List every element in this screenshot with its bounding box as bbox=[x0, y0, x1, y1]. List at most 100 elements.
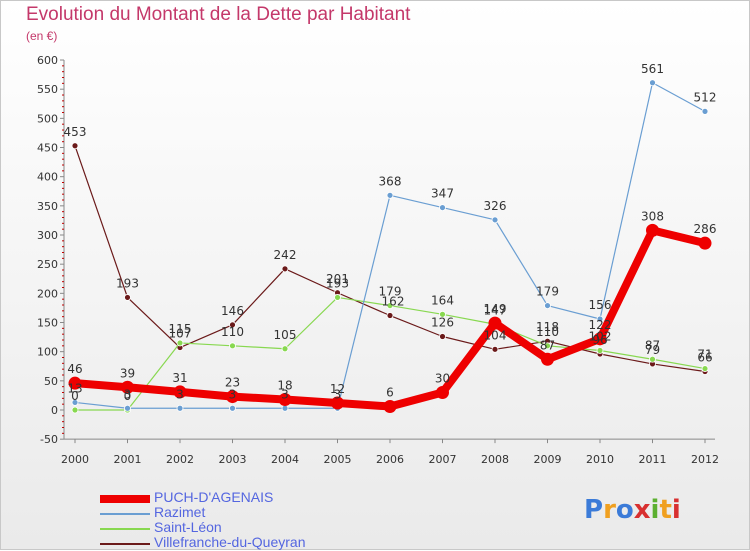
data-label: 96 bbox=[592, 333, 607, 347]
data-label: 105 bbox=[274, 328, 297, 342]
data-label: 164 bbox=[431, 293, 454, 307]
data-label: 156 bbox=[589, 298, 612, 312]
data-label: 3 bbox=[176, 387, 184, 401]
data-label: 3 bbox=[124, 387, 132, 401]
data-point bbox=[436, 386, 449, 400]
data-label: 0 bbox=[124, 389, 132, 403]
x-tick-label: 2004 bbox=[271, 453, 299, 466]
data-point bbox=[229, 321, 236, 329]
data-label: 368 bbox=[379, 174, 402, 188]
x-tick-label: 2002 bbox=[166, 453, 194, 466]
data-point bbox=[646, 223, 659, 237]
x-tick-label: 2010 bbox=[586, 453, 614, 466]
data-label: 453 bbox=[64, 125, 87, 139]
data-label: 87 bbox=[645, 338, 660, 352]
data-label: 3 bbox=[229, 387, 237, 401]
data-label: 107 bbox=[169, 327, 192, 341]
legend-swatch-razimet bbox=[100, 513, 150, 515]
data-point bbox=[281, 265, 289, 273]
data-label: 118 bbox=[536, 320, 559, 334]
y-tick-label: 150 bbox=[37, 317, 58, 330]
legend-label-saint-leon: Saint-Léon bbox=[154, 519, 222, 535]
data-point bbox=[124, 404, 131, 412]
data-label: 146 bbox=[221, 304, 244, 318]
data-point bbox=[71, 142, 79, 150]
data-label: 162 bbox=[382, 295, 405, 309]
data-label: 193 bbox=[326, 276, 349, 290]
legend-swatch-villefranche bbox=[100, 543, 150, 545]
data-label: 122 bbox=[589, 318, 612, 332]
series-line bbox=[74, 82, 706, 409]
data-point bbox=[596, 347, 604, 354]
data-point bbox=[544, 342, 551, 350]
y-tick-label: 250 bbox=[37, 258, 58, 271]
data-point bbox=[544, 302, 551, 309]
data-point bbox=[439, 333, 446, 340]
data-point bbox=[596, 315, 604, 323]
data-label: 201 bbox=[326, 272, 349, 286]
chart-subtitle: (en €) bbox=[26, 29, 58, 43]
data-point bbox=[386, 302, 394, 309]
x-tick-label: 2005 bbox=[324, 453, 352, 466]
x-tick-label: 2001 bbox=[114, 453, 142, 466]
y-tick-label: 300 bbox=[37, 229, 58, 242]
x-tick-label: 2000 bbox=[61, 453, 89, 466]
data-point bbox=[176, 404, 184, 412]
x-tick-label: 2008 bbox=[481, 453, 509, 466]
data-point bbox=[701, 365, 709, 372]
data-point bbox=[541, 352, 554, 366]
data-point bbox=[698, 236, 712, 250]
data-point bbox=[593, 332, 607, 346]
y-tick-label: -50 bbox=[40, 433, 58, 446]
data-label: 347 bbox=[431, 187, 454, 201]
data-label: 512 bbox=[694, 90, 717, 104]
legend-label-razimet: Razimet bbox=[154, 504, 206, 520]
data-point bbox=[488, 316, 502, 330]
data-label: 126 bbox=[431, 316, 454, 330]
data-label: 147 bbox=[484, 303, 507, 317]
data-point bbox=[68, 376, 82, 390]
data-point bbox=[439, 204, 446, 211]
data-label: 12 bbox=[330, 382, 345, 396]
data-label: 104 bbox=[484, 328, 507, 342]
data-label: 79 bbox=[645, 343, 660, 357]
data-label: 6 bbox=[386, 386, 394, 400]
data-label: 110 bbox=[221, 325, 244, 339]
data-label: 286 bbox=[694, 222, 717, 236]
x-tick-label: 2009 bbox=[534, 453, 562, 466]
y-tick-label: 550 bbox=[37, 83, 58, 96]
data-label: 326 bbox=[484, 199, 507, 213]
data-point bbox=[334, 294, 341, 301]
data-label: 0 bbox=[71, 389, 79, 403]
data-point bbox=[649, 355, 656, 363]
data-point bbox=[71, 406, 79, 414]
data-label: 13 bbox=[67, 381, 82, 395]
y-tick-label: 0 bbox=[51, 404, 58, 417]
data-label: 242 bbox=[274, 248, 297, 262]
x-tick-label: 2011 bbox=[639, 453, 667, 466]
data-label: 3 bbox=[334, 387, 342, 401]
data-point bbox=[121, 380, 134, 394]
data-label: 308 bbox=[641, 209, 664, 223]
data-label: 66 bbox=[697, 351, 712, 365]
y-tick-label: 400 bbox=[37, 171, 58, 184]
y-tick-label: 350 bbox=[37, 200, 58, 213]
data-point bbox=[71, 399, 79, 406]
data-point bbox=[173, 385, 187, 399]
data-point bbox=[701, 107, 709, 115]
data-label: 18 bbox=[277, 379, 292, 393]
data-label: 30 bbox=[435, 372, 450, 386]
data-point bbox=[229, 342, 236, 350]
series-lines bbox=[68, 79, 712, 414]
axes: -500501001502002503003504004505005506002… bbox=[37, 54, 719, 466]
y-tick-label: 100 bbox=[37, 346, 58, 359]
data-label: 193 bbox=[116, 276, 139, 290]
data-label: 115 bbox=[169, 322, 192, 336]
proxiti-logo: Proxiti bbox=[584, 495, 681, 525]
data-point bbox=[226, 390, 239, 404]
data-point bbox=[278, 393, 292, 407]
y-tick-label: 50 bbox=[44, 375, 58, 388]
data-label: 31 bbox=[172, 371, 187, 385]
